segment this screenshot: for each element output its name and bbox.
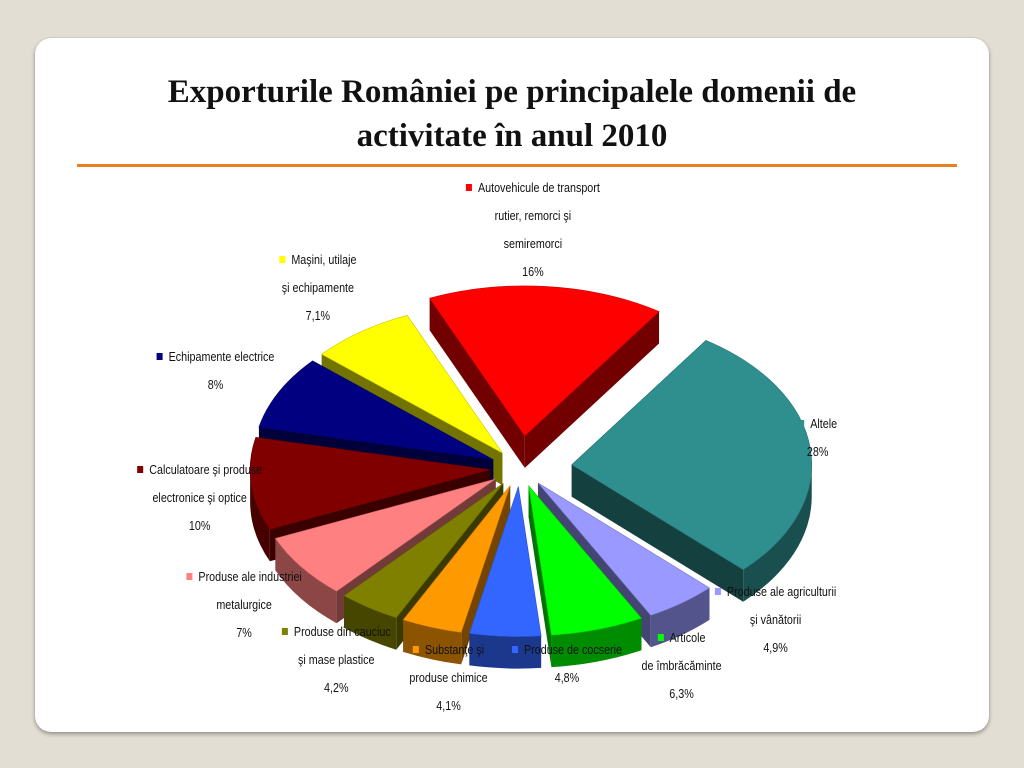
legend-swatch [279,256,286,263]
pie-slice-wall [528,485,552,668]
pie-slice-top [571,340,812,571]
slice-label-2: Articole de îmbrăcăminte 6,3% [642,624,722,708]
legend-swatch [186,573,193,580]
pie-slice-top [274,478,496,592]
slice-value-label: 4,9% [763,641,788,655]
legend-swatch [657,634,664,641]
slice-label-9: Maşini, utilaje şi echipamente 7,1% [279,246,356,330]
pie-slice-top [468,486,542,637]
slice-label-text: Produse ale industriei [198,570,302,584]
pie-slice-top [402,485,511,633]
legend-swatch [714,588,721,595]
slice-value-label: 4,8% [554,671,580,685]
pie-slice-top [343,483,504,619]
slice-label-3: Produse de cocserie 4,8% [511,636,622,692]
slice-label-4: Substanţe şi produse chimice 4,1% [409,636,487,720]
legend-swatch [412,646,419,653]
pie-slice-outer-wall [344,595,397,650]
pie-slice-top [249,437,491,530]
pie-slice-2 [528,484,642,668]
legend-swatch [511,646,518,653]
pie-slice-outer-wall [275,538,337,624]
slice-label-text: semiremorci [503,237,563,251]
legend-swatch [281,628,288,635]
legend-swatch [137,466,144,473]
slice-label-10: Autovehicule de transport rutier, remorci… [465,174,600,286]
pie-slice-outer-wall [403,619,462,665]
title-underline-rule [77,164,957,167]
legend-swatch [465,184,472,191]
slice-value-label: 8% [207,378,224,392]
pie-slice-top [258,360,494,460]
slide: Exporturile României pe principalele dom… [35,38,989,732]
slice-value-label: 16% [522,265,544,279]
slice-label-text: Produse din cauciuc [293,625,391,639]
pie-slice-top [321,314,503,454]
slice-label-text: Produse de cocserie [523,643,622,657]
pie-slice-3 [468,486,542,669]
pie-slice-wall [524,311,660,468]
slice-label-text: şi echipamente [281,281,355,295]
pie-chart [249,285,812,669]
slice-value-label: 7% [236,626,252,640]
slice-label-text: şi mase plastice [298,653,375,667]
slice-label-text: metalurgice [216,598,272,612]
pie-slice-outer-wall [551,618,642,668]
slice-label-text: Articole [669,631,706,645]
pie-slice-0 [571,340,812,602]
pie-slice-outer-wall [469,633,542,669]
slice-label-text: de îmbrăcăminte [641,659,722,673]
slice-value-label: 6,3% [669,687,694,701]
slice-label-1: Produse ale agriculturii şi vânătorii 4,9% [714,578,837,662]
slice-label-8: Echipamente electrice 8% [156,343,275,399]
legend-swatch [156,353,163,360]
slide-title: Exporturile României pe principalele dom… [35,70,989,158]
pie-slice-wall [429,298,525,468]
slice-value-label: 10% [188,519,211,533]
slice-value-label: 4,2% [324,681,349,695]
slice-value-label: 4,1% [436,699,461,713]
pie-slice-outer-wall [743,464,812,602]
slice-label-text: Altele [810,417,838,431]
slice-value-label: 28% [806,445,829,459]
slice-label-0: Altele 28% [798,410,837,466]
slice-label-6: Produse ale industriei metalurgice 7% [186,563,302,647]
slice-label-text: Substanţe şi [424,643,485,657]
pie-slice-outer-wall [650,587,710,648]
slice-label-text: produse chimice [409,671,488,685]
pie-slice-4 [402,485,511,665]
slice-value-label: 7,1% [305,309,331,323]
slide-title-line-1: Exporturile României pe principalele dom… [167,74,857,110]
slice-label-text: şi vânătorii [749,613,802,627]
pie-slice-top [528,484,642,636]
slice-label-text: rutier, remorci şi [494,209,572,223]
pie-slice-wall [571,464,744,602]
slice-label-text: electronice şi optice [152,491,247,505]
slice-label-text: Produse ale agriculturii [726,585,837,599]
pie-slice-top [429,285,660,437]
slide-title-line-2: activitate în anul 2010 [356,118,668,154]
slice-label-text: Calculatoare şi produse [149,463,263,477]
slice-label-7: Calculatoare şi produse electronice şi op… [137,456,262,540]
slice-label-text: Maşini, utilaje [291,253,357,267]
legend-swatch [798,420,805,427]
slice-label-5: Produse din cauciuc şi mase plastice 4,2% [281,618,391,702]
pie-slice-10 [429,285,660,468]
slice-label-text: Echipamente electrice [168,350,275,364]
pie-slice-top [537,482,711,616]
pie-slice-outer-wall [250,469,270,562]
slice-label-text: Autovehicule de transport [477,181,600,195]
